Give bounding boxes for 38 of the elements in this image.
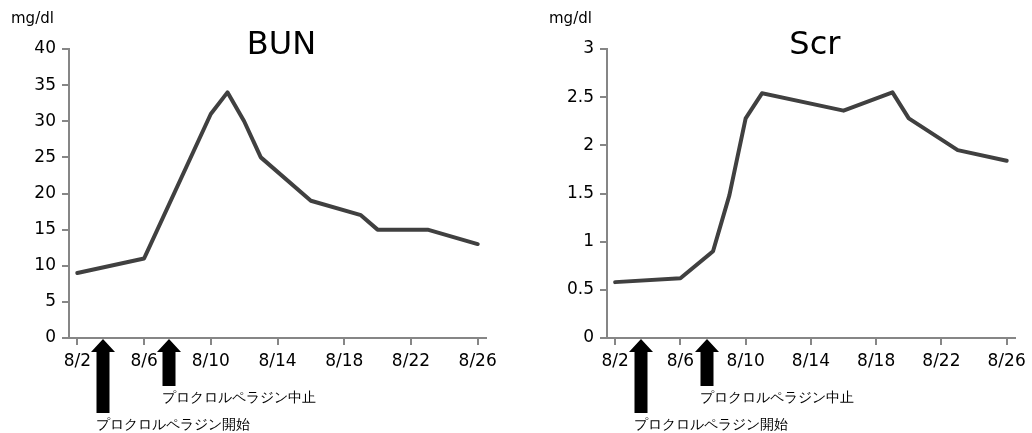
- x-tick-label: 8/26: [987, 349, 1026, 370]
- y-tick-label: 20: [34, 181, 56, 202]
- text: プロクロルペラジン中止: [162, 388, 316, 405]
- chart-title: BUN: [246, 24, 317, 63]
- x-tick-label: 8/2: [601, 349, 629, 370]
- x-tick-label: 8/14: [258, 349, 297, 370]
- text: プロクロルペラジン開始: [634, 415, 788, 432]
- y-tick-label: 0: [45, 326, 56, 347]
- x-tick-label: 8/6: [666, 349, 695, 370]
- y-tick-label: 1: [583, 230, 594, 251]
- y-tick-label: 40: [34, 37, 56, 58]
- text: プロクロルペラジン開始: [96, 415, 250, 432]
- y-tick-label: 0.5: [566, 278, 594, 299]
- x-tick-label: 8/26: [458, 349, 497, 370]
- x-tick-label: 8/18: [325, 349, 364, 370]
- y-tick-label: 3: [583, 37, 594, 58]
- y-tick-label: 0: [583, 326, 594, 347]
- y-tick-label: 2: [583, 133, 594, 154]
- x-tick-label: 8/22: [391, 349, 431, 370]
- chart-title: Scr: [789, 24, 842, 63]
- y-tick-label: 10: [34, 254, 56, 275]
- y-tick-label: 15: [34, 218, 56, 239]
- x-tick-label: 8/10: [191, 349, 230, 370]
- x-tick-label: 8/2: [63, 349, 92, 370]
- y-tick-label: 2.5: [566, 85, 594, 106]
- y-axis-title: mg/dl: [549, 8, 592, 27]
- y-tick-label: 35: [34, 73, 56, 94]
- y-axis-title: mg/dl: [11, 8, 54, 27]
- y-tick-label: 5: [45, 290, 56, 311]
- x-tick-label: 8/6: [130, 349, 158, 370]
- x-tick-label: 8/14: [791, 349, 830, 370]
- x-tick-label: 8/10: [726, 349, 765, 370]
- y-tick-label: 30: [34, 109, 56, 130]
- x-tick-label: 8/18: [857, 349, 896, 370]
- y-tick-label: 25: [34, 145, 56, 166]
- text: プロクロルペラジン中止: [700, 388, 854, 405]
- y-tick-label: 1.5: [566, 181, 594, 202]
- x-tick-label: 8/22: [922, 349, 961, 370]
